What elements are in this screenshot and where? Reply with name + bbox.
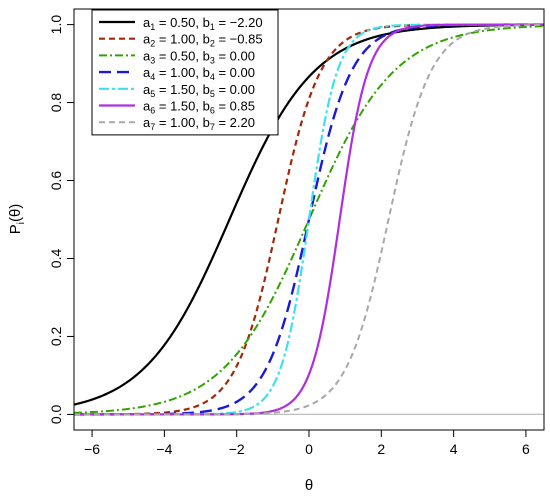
x-tick-label: −6 [84, 441, 100, 457]
y-tick-label: 0.0 [48, 404, 64, 424]
legend-entry-7: a7 = 1.00, b7 = 2.20 [143, 115, 255, 132]
legend-entry-5: a5 = 1.50, b5 = 0.00 [143, 82, 255, 99]
y-tick-label: 1.0 [48, 15, 64, 35]
x-tick-label: 6 [522, 441, 530, 457]
x-tick-label: −4 [156, 441, 172, 457]
legend-entry-4: a4 = 1.00, b4 = 0.00 [143, 65, 255, 82]
y-tick-label: 0.4 [48, 249, 64, 269]
x-tick-label: 0 [305, 441, 313, 457]
series-line-7 [74, 23, 544, 416]
y-tick-label: 0.6 [48, 171, 64, 191]
y-axis-label: Pi(θ) [7, 204, 27, 235]
x-tick-label: 2 [377, 441, 385, 457]
legend-entry-3: a3 = 0.50, b3 = 0.00 [143, 48, 255, 65]
x-tick-label: 4 [450, 441, 458, 457]
series-line-1 [74, 23, 544, 406]
x-tick-label: −2 [229, 441, 245, 457]
legend-entry-6: a6 = 1.50, b6 = 0.85 [143, 99, 255, 116]
legend-entry-2: a2 = 1.00, b2 = −0.85 [143, 32, 263, 49]
series-line-6 [74, 23, 544, 416]
x-axis-label: θ [305, 477, 313, 494]
legend-entry-1: a1 = 0.50, b1 = −2.20 [143, 15, 263, 32]
y-tick-label: 0.2 [48, 327, 64, 347]
y-tick-label: 0.8 [48, 93, 64, 113]
